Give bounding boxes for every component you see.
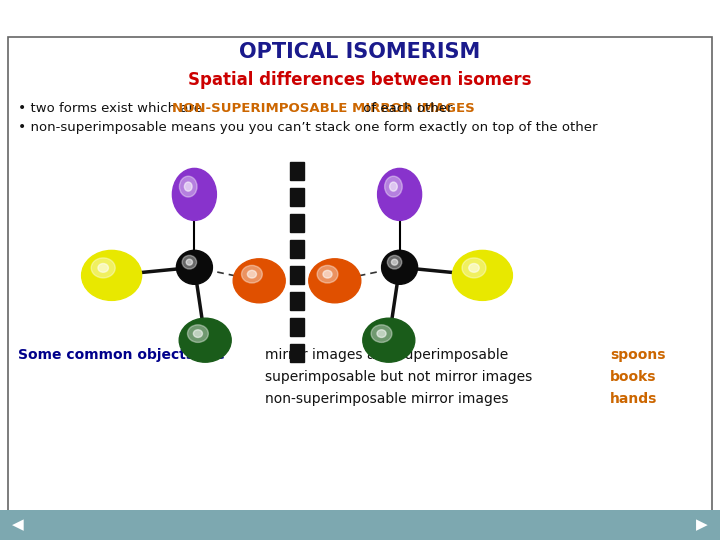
Ellipse shape	[194, 330, 202, 338]
Ellipse shape	[179, 318, 231, 362]
Ellipse shape	[390, 182, 397, 191]
Ellipse shape	[309, 259, 361, 303]
Ellipse shape	[363, 318, 415, 362]
Text: mirror images and superimposable: mirror images and superimposable	[265, 348, 508, 362]
Bar	[290, 162, 305, 180]
Ellipse shape	[248, 271, 256, 278]
Bar	[290, 214, 305, 232]
Ellipse shape	[452, 251, 513, 300]
Ellipse shape	[182, 255, 197, 269]
Text: ◀: ◀	[12, 517, 24, 532]
Ellipse shape	[377, 168, 422, 220]
Text: non-superimposable means you you can’t stack one form exactly on top of the othe: non-superimposable means you you can’t s…	[22, 120, 598, 133]
Bar	[290, 240, 305, 258]
Bar	[290, 188, 305, 206]
Ellipse shape	[384, 176, 402, 197]
Ellipse shape	[172, 168, 217, 220]
Ellipse shape	[323, 271, 332, 278]
Text: NON-SUPERIMPOSABLE MIRROR IMAGES: NON-SUPERIMPOSABLE MIRROR IMAGES	[172, 102, 474, 114]
Text: Spatial differences between isomers: Spatial differences between isomers	[188, 71, 532, 89]
Text: books: books	[610, 370, 657, 384]
Ellipse shape	[186, 259, 192, 265]
Ellipse shape	[382, 251, 418, 284]
Ellipse shape	[371, 325, 392, 342]
Ellipse shape	[187, 325, 208, 342]
Ellipse shape	[377, 330, 386, 338]
Ellipse shape	[176, 251, 212, 284]
Bar	[0, 510, 720, 540]
Ellipse shape	[469, 264, 480, 272]
Ellipse shape	[317, 265, 338, 283]
Text: spoons: spoons	[610, 348, 665, 362]
Text: •: •	[18, 120, 26, 134]
Ellipse shape	[462, 258, 486, 278]
Bar	[290, 266, 305, 284]
Bar	[290, 344, 305, 362]
Text: non-superimposable mirror images: non-superimposable mirror images	[265, 392, 508, 406]
Ellipse shape	[241, 265, 262, 283]
Bar	[290, 292, 305, 310]
Text: of each other: of each other	[359, 102, 452, 114]
Text: two forms exist which are: two forms exist which are	[22, 102, 206, 114]
Bar	[290, 318, 305, 336]
Text: •: •	[18, 101, 26, 115]
Ellipse shape	[233, 259, 285, 303]
Text: superimposable but not mirror images: superimposable but not mirror images	[265, 370, 532, 384]
Ellipse shape	[387, 255, 402, 269]
Ellipse shape	[392, 259, 397, 265]
Text: ▶: ▶	[696, 517, 708, 532]
Text: Some common objects are: Some common objects are	[18, 348, 225, 362]
Ellipse shape	[179, 176, 197, 197]
Text: OPTICAL ISOMERISM: OPTICAL ISOMERISM	[239, 42, 481, 62]
Ellipse shape	[98, 264, 109, 272]
Bar	[8, 37, 712, 512]
Ellipse shape	[91, 258, 115, 278]
Text: hands: hands	[610, 392, 657, 406]
Ellipse shape	[184, 182, 192, 191]
Ellipse shape	[81, 251, 142, 300]
